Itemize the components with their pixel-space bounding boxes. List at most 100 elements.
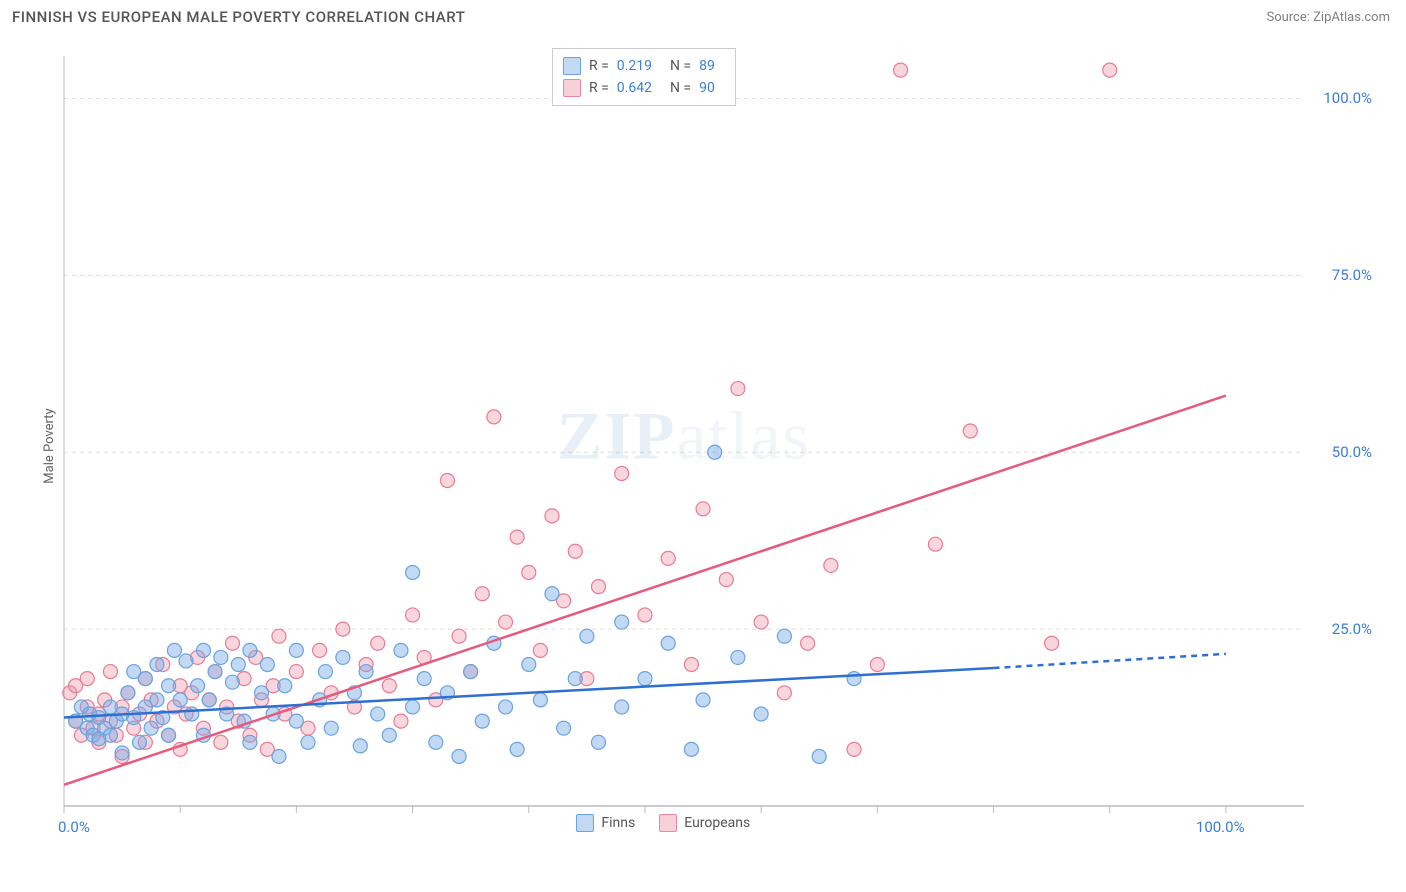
legend-label: Finns <box>601 815 635 831</box>
europeans-point <box>406 608 420 622</box>
finns-point <box>255 686 269 700</box>
finns-point <box>359 665 373 679</box>
legend-swatch <box>576 814 594 832</box>
finns-point <box>150 693 164 707</box>
finns-point <box>231 657 245 671</box>
europeans-point <box>568 544 582 558</box>
finns-point <box>144 721 158 735</box>
europeans-point <box>731 382 745 396</box>
finns-point <box>115 746 129 760</box>
europeans-trendline <box>64 396 1226 785</box>
finns-point <box>353 739 367 753</box>
europeans-point <box>894 63 908 77</box>
europeans-point <box>452 629 466 643</box>
europeans-point <box>382 679 396 693</box>
finns-point <box>510 742 524 756</box>
finns-trendline <box>64 668 994 718</box>
finns-point <box>179 654 193 668</box>
europeans-point <box>847 742 861 756</box>
finns-point <box>324 721 338 735</box>
finns-point <box>684 742 698 756</box>
finns-point <box>557 721 571 735</box>
finns-point <box>208 665 222 679</box>
europeans-point <box>313 643 327 657</box>
finns-point <box>301 735 315 749</box>
y-tick-label: 100.0% <box>1323 89 1372 107</box>
europeans-point <box>487 410 501 424</box>
series-swatch <box>563 79 581 97</box>
finns-point <box>185 707 199 721</box>
finns-point <box>406 700 420 714</box>
finns-point <box>202 693 216 707</box>
finns-point <box>318 665 332 679</box>
x-tick-label: 0.0% <box>58 818 90 836</box>
europeans-point <box>272 629 286 643</box>
stat-n-value: 89 <box>699 58 715 74</box>
legend-item: Finns <box>576 814 635 832</box>
finns-point <box>133 735 147 749</box>
legend-swatch <box>659 814 677 832</box>
finns-point <box>812 749 826 763</box>
finns-point <box>568 672 582 686</box>
legend-label: Europeans <box>684 815 750 831</box>
finns-point <box>475 714 489 728</box>
finns-point <box>429 735 443 749</box>
finns-point <box>289 714 303 728</box>
finns-point <box>777 629 791 643</box>
legend-item: Europeans <box>659 814 750 832</box>
europeans-point <box>696 502 710 516</box>
europeans-point <box>754 615 768 629</box>
finns-point <box>225 675 239 689</box>
finns-point <box>272 749 286 763</box>
europeans-point <box>824 558 838 572</box>
finns-point <box>138 672 152 686</box>
finns-point <box>417 672 431 686</box>
stat-r-value: 0.642 <box>617 80 652 96</box>
europeans-point <box>371 636 385 650</box>
finns-point <box>162 728 176 742</box>
europeans-point <box>499 615 513 629</box>
europeans-point <box>510 530 524 544</box>
stat-n-label: N = <box>670 80 691 96</box>
europeans-point <box>870 657 884 671</box>
finns-point <box>591 735 605 749</box>
europeans-point <box>214 735 228 749</box>
europeans-point <box>777 686 791 700</box>
finns-point <box>406 566 420 580</box>
series-swatch <box>563 57 581 75</box>
stats-row: R =0.219N =89 <box>563 55 725 77</box>
y-tick-label: 50.0% <box>1332 443 1372 461</box>
x-tick-label: 100.0% <box>1196 818 1245 836</box>
europeans-point <box>661 551 675 565</box>
finns-point <box>371 707 385 721</box>
europeans-point <box>336 622 350 636</box>
europeans-point <box>522 566 536 580</box>
finns-point <box>533 693 547 707</box>
finns-point <box>731 650 745 664</box>
finns-point <box>754 707 768 721</box>
y-tick-label: 75.0% <box>1332 266 1372 284</box>
finns-point <box>580 629 594 643</box>
finns-point <box>243 735 257 749</box>
europeans-point <box>719 573 733 587</box>
source-attribution: Source: ZipAtlas.com <box>1266 10 1390 25</box>
finns-point <box>452 749 466 763</box>
scatter-chart: ZIPatlas R =0.219N =89R =0.642N =90 Finn… <box>54 46 1314 826</box>
chart-title: FINNISH VS EUROPEAN MALE POVERTY CORRELA… <box>12 8 465 26</box>
finns-point <box>173 693 187 707</box>
finns-point <box>214 650 228 664</box>
finns-point <box>464 665 478 679</box>
finns-point <box>382 728 396 742</box>
europeans-point <box>103 665 117 679</box>
europeans-point <box>963 424 977 438</box>
europeans-point <box>533 643 547 657</box>
finns-point <box>191 679 205 693</box>
europeans-point <box>684 657 698 671</box>
europeans-point <box>475 587 489 601</box>
finns-point <box>394 643 408 657</box>
stats-row: R =0.642N =90 <box>563 77 725 99</box>
finns-point <box>150 657 164 671</box>
finns-point <box>196 643 210 657</box>
finns-point <box>545 587 559 601</box>
series-legend: Finns Europeans <box>576 814 750 832</box>
